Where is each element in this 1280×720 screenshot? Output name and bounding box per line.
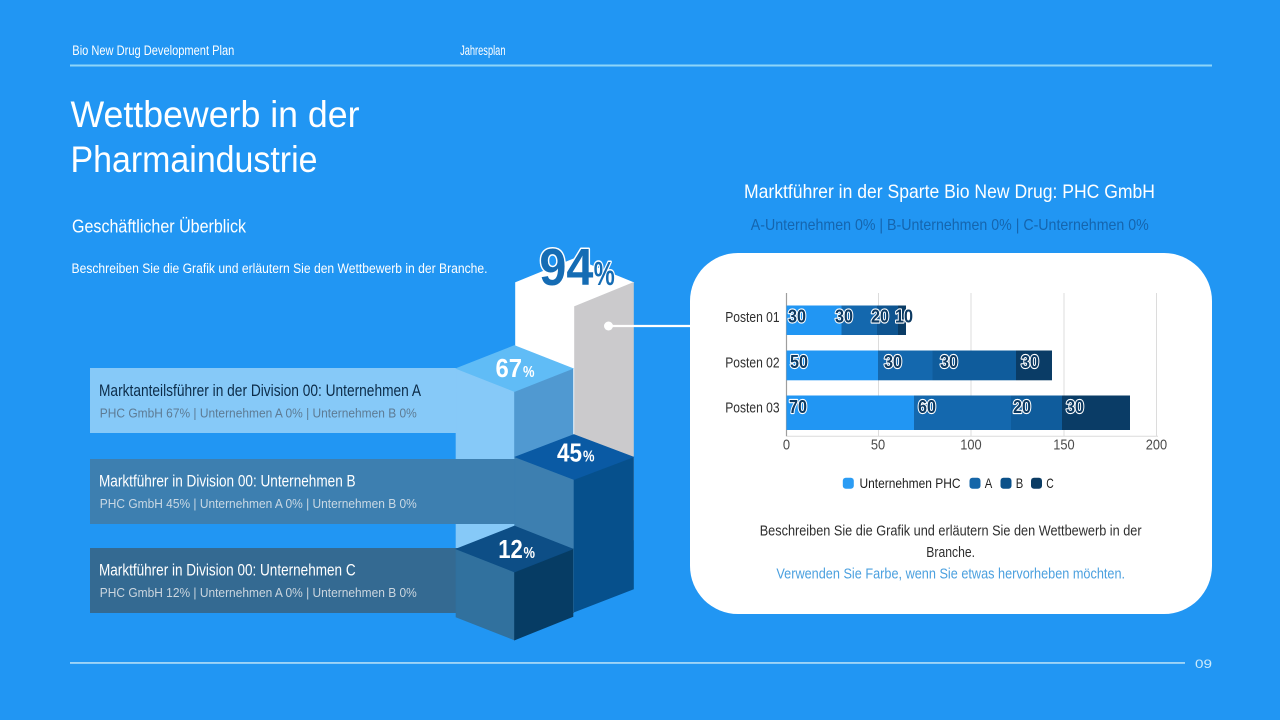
svg-text:A-Unternehmen 0% | B-Unternehm: A-Unternehmen 0% | B-Unternehmen 0% | C-… (751, 217, 1149, 234)
svg-text:Pharmaindustrie: Pharmaindustrie (71, 139, 318, 180)
svg-text:%: % (594, 255, 615, 292)
svg-text:09: 09 (1195, 657, 1212, 671)
svg-text:Bio New Drug Development Plan: Bio New Drug Development Plan (72, 43, 234, 58)
svg-text:Wettbewerb in der: Wettbewerb in der (71, 94, 360, 135)
svg-text:Marktführer in der Sparte Bio: Marktführer in der Sparte Bio New Drug: … (744, 181, 1155, 203)
svg-text:Jahresplan: Jahresplan (460, 43, 505, 58)
svg-text:Geschäftlicher Überblick: Geschäftlicher Überblick (72, 216, 247, 237)
svg-text:Beschreiben Sie die Grafik und: Beschreiben Sie die Grafik und erläutern… (72, 261, 488, 276)
svg-text:%: % (583, 449, 595, 466)
svg-text:94: 94 (539, 239, 593, 297)
